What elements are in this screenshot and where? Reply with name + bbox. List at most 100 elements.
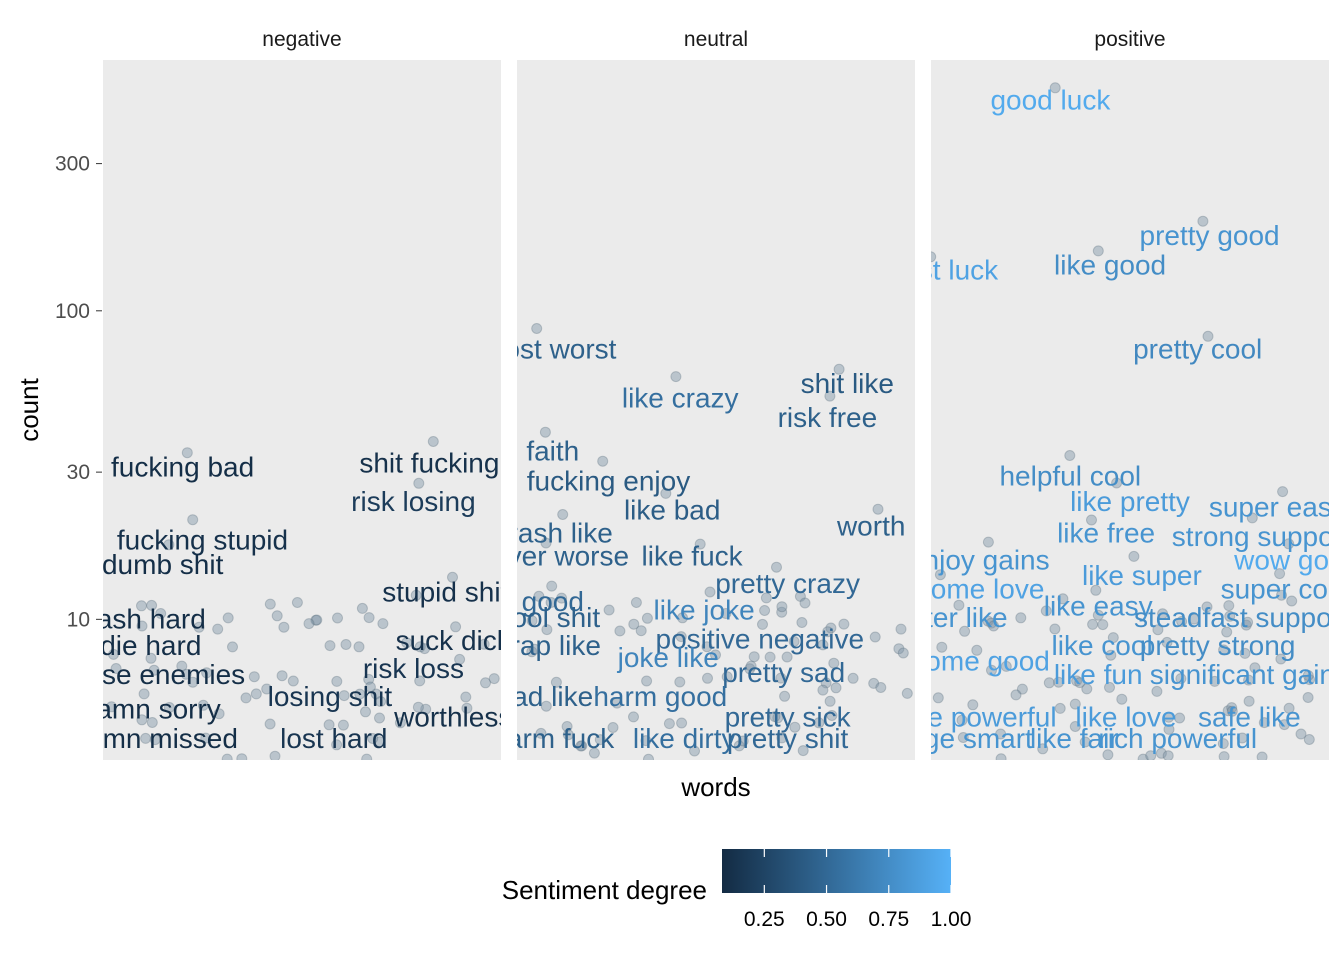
data-point	[794, 590, 806, 602]
data-point	[797, 745, 809, 757]
data-point	[1162, 750, 1174, 760]
data-point	[1224, 610, 1236, 622]
data-point	[869, 631, 881, 643]
word-label: pretty crazy	[715, 568, 860, 599]
data-point	[264, 598, 276, 610]
word-label: strong support	[1172, 521, 1344, 552]
data-point	[953, 599, 965, 611]
word-label: rich powerful	[1098, 723, 1257, 754]
data-point	[410, 589, 422, 601]
legend-tick-label: 0.50	[806, 908, 847, 931]
word-label: like free	[1057, 517, 1155, 548]
data-point	[789, 721, 801, 733]
word-label: risk free	[778, 402, 878, 433]
data-point	[374, 712, 385, 724]
data-point	[163, 539, 175, 551]
word-label: damn missed	[71, 723, 238, 754]
facet-title: neutral	[684, 28, 748, 51]
word-label: trash hard	[80, 603, 206, 634]
word-label: significant gains	[1150, 659, 1344, 690]
data-point	[982, 615, 994, 627]
data-point	[799, 597, 811, 609]
data-point	[603, 604, 615, 616]
data-point	[136, 600, 147, 612]
word-label: super cool	[1221, 573, 1344, 604]
data-point	[1090, 584, 1102, 596]
word-label: like cool	[1052, 630, 1153, 661]
data-point	[635, 625, 647, 637]
word-label: pretty sad	[722, 657, 845, 688]
data-point	[338, 690, 350, 702]
data-point	[374, 736, 386, 748]
data-point	[454, 653, 466, 665]
data-point	[478, 638, 490, 650]
data-point	[640, 735, 652, 747]
data-point	[868, 677, 880, 689]
data-point	[394, 717, 406, 729]
data-point	[1209, 675, 1221, 687]
data-point	[779, 690, 791, 702]
data-point	[1064, 450, 1076, 461]
data-point	[363, 673, 375, 685]
data-point	[776, 606, 788, 618]
data-point	[1102, 749, 1114, 760]
data-point	[1246, 512, 1258, 524]
word-label: awesome love	[865, 573, 1044, 604]
word-label: pretty strong	[1140, 630, 1296, 661]
data-point	[136, 714, 148, 726]
word-label: like crazy	[622, 382, 739, 413]
facet-positive: positive good luck pretty good best luck lik…	[865, 28, 1344, 760]
word-label: pretty sick	[725, 702, 852, 733]
data-point	[1054, 702, 1066, 714]
data-point	[1221, 626, 1233, 638]
data-point	[427, 436, 439, 447]
word-label: steadfast support	[1134, 602, 1344, 633]
data-point	[1163, 723, 1175, 735]
y-axis-title: count	[14, 377, 44, 441]
word-label: stupid shit	[382, 577, 508, 608]
data-point	[1097, 619, 1109, 631]
data-point	[140, 732, 152, 744]
data-point	[1128, 550, 1140, 562]
data-point	[663, 718, 675, 730]
word-label: huge smart	[893, 723, 1033, 754]
data-point	[1049, 623, 1061, 635]
word-label: risk losing	[351, 486, 475, 517]
data-point	[106, 701, 117, 713]
data-point	[155, 608, 167, 619]
data-point	[1226, 705, 1238, 717]
word-label: enjoy gains	[908, 545, 1050, 576]
data-point	[1069, 698, 1081, 710]
data-point	[1079, 736, 1091, 748]
data-point	[594, 734, 606, 746]
data-point	[264, 718, 276, 730]
data-point	[702, 672, 713, 684]
data-point	[276, 670, 288, 682]
word-label: shit fucking	[359, 448, 499, 479]
data-point	[176, 660, 188, 672]
data-point	[597, 455, 609, 467]
data-point	[324, 640, 336, 652]
data-point	[248, 671, 260, 683]
data-point	[531, 323, 543, 334]
data-point	[1226, 702, 1238, 714]
legend-title: Sentiment degree	[502, 875, 707, 905]
word-label: like pretty	[1070, 486, 1190, 517]
data-point	[1057, 593, 1069, 605]
data-point	[1303, 734, 1315, 745]
data-point	[1151, 685, 1163, 697]
data-point	[1071, 675, 1083, 687]
data-point	[236, 753, 248, 760]
data-point	[776, 732, 788, 744]
word-label: better like	[886, 602, 1007, 633]
data-point	[1137, 753, 1149, 760]
word-label: harm fuck	[491, 723, 615, 754]
data-point	[1043, 677, 1055, 689]
data-point	[108, 648, 119, 660]
data-point	[420, 703, 432, 715]
data-point	[1111, 477, 1123, 489]
data-point	[447, 571, 458, 583]
data-point	[822, 626, 834, 638]
data-point	[332, 612, 343, 624]
data-point	[1016, 683, 1028, 695]
